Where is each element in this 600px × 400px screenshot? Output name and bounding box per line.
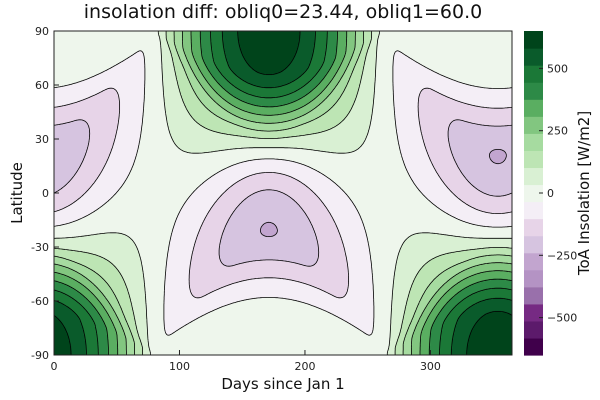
- colorbar-band: [524, 201, 543, 220]
- y-tick-label: -60: [31, 295, 49, 308]
- colorbar-tick-label: −250: [547, 249, 577, 262]
- contour-line: [53, 31, 513, 355]
- contour-line: [53, 31, 513, 355]
- colorbar-tick-label: 250: [547, 125, 568, 138]
- colorbar-tick-label: 0: [547, 187, 554, 200]
- colorbar-band: [524, 133, 543, 151]
- colorbar-bands: [524, 31, 543, 356]
- contour-line: [53, 87, 513, 299]
- colorbar-band: [524, 48, 543, 66]
- contour-line: [53, 119, 513, 267]
- contour-line: [53, 31, 513, 355]
- contour-line: [53, 31, 513, 355]
- contour-lines: [53, 30, 513, 356]
- colorbar-band: [524, 235, 543, 254]
- y-tick-label: 60: [35, 79, 49, 92]
- colorbar-label: ToA Insolation [W/m2]: [575, 111, 593, 276]
- colorbar-band: [524, 99, 543, 117]
- contour-line: [260, 149, 507, 237]
- y-axis-label: Latitude: [8, 162, 26, 224]
- y-tick-label: -90: [31, 349, 49, 362]
- colorbar-band: [524, 337, 543, 356]
- colorbar-band: [524, 82, 543, 100]
- colorbar-band: [524, 252, 543, 271]
- y-tick-label: 30: [35, 133, 49, 146]
- contour-line: [54, 31, 512, 355]
- colorbar-band: [524, 320, 543, 339]
- colorbar-band: [524, 150, 543, 169]
- colorbar-band: [524, 218, 543, 237]
- y-tick-label: 90: [35, 25, 49, 38]
- contour-line: [53, 31, 513, 355]
- colorbar-band: [524, 65, 543, 83]
- colorbar-tick-label: 500: [547, 62, 568, 75]
- plot-area: [53, 30, 513, 356]
- x-tick-label: 0: [51, 360, 58, 373]
- x-tick-label: 200: [294, 360, 315, 373]
- x-tick-label: 100: [169, 360, 190, 373]
- contour-line: [53, 30, 513, 356]
- contour-line: [53, 31, 513, 355]
- colorbar: −500 −250 0 250 500 ToA Insolation [W/m2]: [524, 31, 593, 356]
- colorbar-band: [524, 31, 543, 49]
- x-axis-label: Days since Jan 1: [221, 375, 344, 393]
- colorbar-ticks: −500 −250 0 250 500: [539, 62, 577, 325]
- y-tick-label: -30: [31, 241, 49, 254]
- y-axis: -90 -60 -30 0 30 60 90: [31, 25, 59, 362]
- contour-line: [53, 31, 513, 355]
- contour-line: [53, 50, 513, 336]
- colorbar-band: [524, 286, 543, 305]
- x-tick-label: 300: [420, 360, 441, 373]
- y-tick-label: 0: [42, 187, 49, 200]
- colorbar-tick-label: −500: [547, 312, 577, 325]
- colorbar-band: [524, 303, 543, 322]
- colorbar-band: [524, 269, 543, 288]
- colorbar-band: [524, 167, 543, 186]
- colorbar-band: [524, 184, 543, 203]
- chart-title: insolation diff: obliq0=23.44, obliq1=60…: [84, 1, 482, 23]
- colorbar-band: [524, 116, 543, 134]
- x-axis: 0 100 200 300: [51, 350, 441, 373]
